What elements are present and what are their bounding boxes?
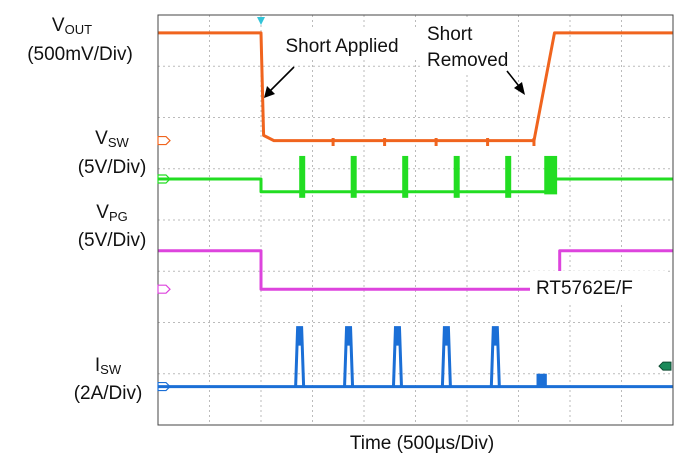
- vout-ground-marker-icon: [157, 135, 171, 146]
- isw-scale: (2A/Div): [74, 383, 143, 404]
- isw-ground-marker-icon: [157, 381, 171, 392]
- vpg-ground-marker-icon: [157, 284, 171, 294]
- vsw-pulse: [350, 155, 357, 198]
- vsw-pulse: [453, 155, 460, 198]
- x-axis-label: Time (500µs/Div): [350, 433, 494, 454]
- annotation-part-number: RT5762E/F: [536, 278, 633, 299]
- isw-pulse-peak: [394, 327, 401, 346]
- grid: [158, 15, 673, 425]
- annotation-short-applied: Short Applied: [285, 36, 398, 57]
- arrow-head-short-removed-icon: [514, 82, 525, 95]
- annotation-bg-short-removed: [420, 20, 516, 72]
- isw-label: ISW: [95, 355, 122, 377]
- vout-scale: (500mV/Div): [27, 44, 133, 65]
- trigger-marker-icon: [257, 17, 265, 25]
- arrow-head-short-applied-icon: [264, 86, 275, 98]
- vsw-ground-marker-icon: [157, 174, 171, 184]
- isw-burst: [536, 373, 547, 387]
- isw-pulse-peak: [443, 327, 450, 346]
- plot-frame: [157, 14, 674, 426]
- isw-pulse-peak: [492, 327, 499, 346]
- isw-pulse-peak: [345, 327, 352, 346]
- vout-label: VOUT: [52, 15, 92, 37]
- vsw-pulse: [505, 155, 512, 198]
- traces: [158, 31, 673, 389]
- vpg-trace: [158, 249, 673, 291]
- vsw-label: VSW: [95, 128, 129, 150]
- vpg-scale: (5V/Div): [78, 230, 147, 251]
- vpg-label: VPG: [96, 202, 127, 224]
- arrow-short-applied: [266, 66, 295, 95]
- vout-trace: [158, 31, 673, 143]
- vsw-pulse: [402, 155, 409, 198]
- annotation-short-removed-line1: Short: [427, 24, 473, 45]
- vsw-burst: [544, 155, 558, 195]
- vsw-scale: (5V/Div): [78, 157, 147, 178]
- isw-offset-marker-icon: [658, 361, 672, 371]
- annotation-bg-short-applied: [266, 30, 418, 60]
- annotation-short-removed-line2: Removed: [427, 50, 508, 71]
- annotation-bg-part-number: [530, 271, 668, 303]
- vsw-pulse: [299, 155, 306, 198]
- isw-pulse-peak: [296, 327, 303, 346]
- channel-markers: [157, 135, 672, 392]
